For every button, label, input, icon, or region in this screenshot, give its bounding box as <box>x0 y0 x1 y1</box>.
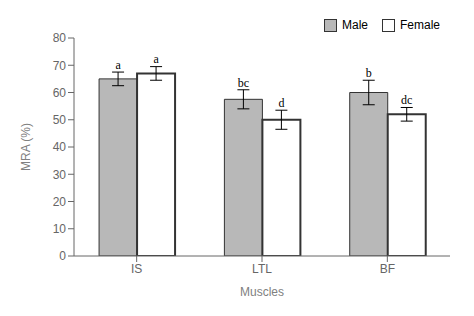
svg-text:d: d <box>278 96 284 110</box>
svg-text:30: 30 <box>53 168 67 182</box>
svg-text:LTL: LTL <box>252 262 272 276</box>
svg-text:0: 0 <box>59 249 66 263</box>
svg-text:80: 80 <box>53 31 67 45</box>
svg-text:60: 60 <box>53 86 67 100</box>
html-text:Female: Female <box>400 18 440 32</box>
svg-text:IS: IS <box>131 262 142 276</box>
svg-text:50: 50 <box>53 113 67 127</box>
svg-text:MRA (%): MRA (%) <box>19 123 33 171</box>
svg-text:dc: dc <box>401 93 412 107</box>
svg-text:10: 10 <box>53 222 67 236</box>
svg-text:a: a <box>115 58 121 72</box>
svg-text:70: 70 <box>53 59 67 73</box>
svg-text:Muscles: Muscles <box>240 285 284 299</box>
svg-text:20: 20 <box>53 195 67 209</box>
svg-text:a: a <box>153 52 159 66</box>
svg-text:b: b <box>366 66 372 80</box>
svg-text:BF: BF <box>380 262 395 276</box>
html-text:Male: Male <box>342 18 368 32</box>
svg-text:bc: bc <box>238 76 249 90</box>
svg-text:40: 40 <box>53 140 67 154</box>
